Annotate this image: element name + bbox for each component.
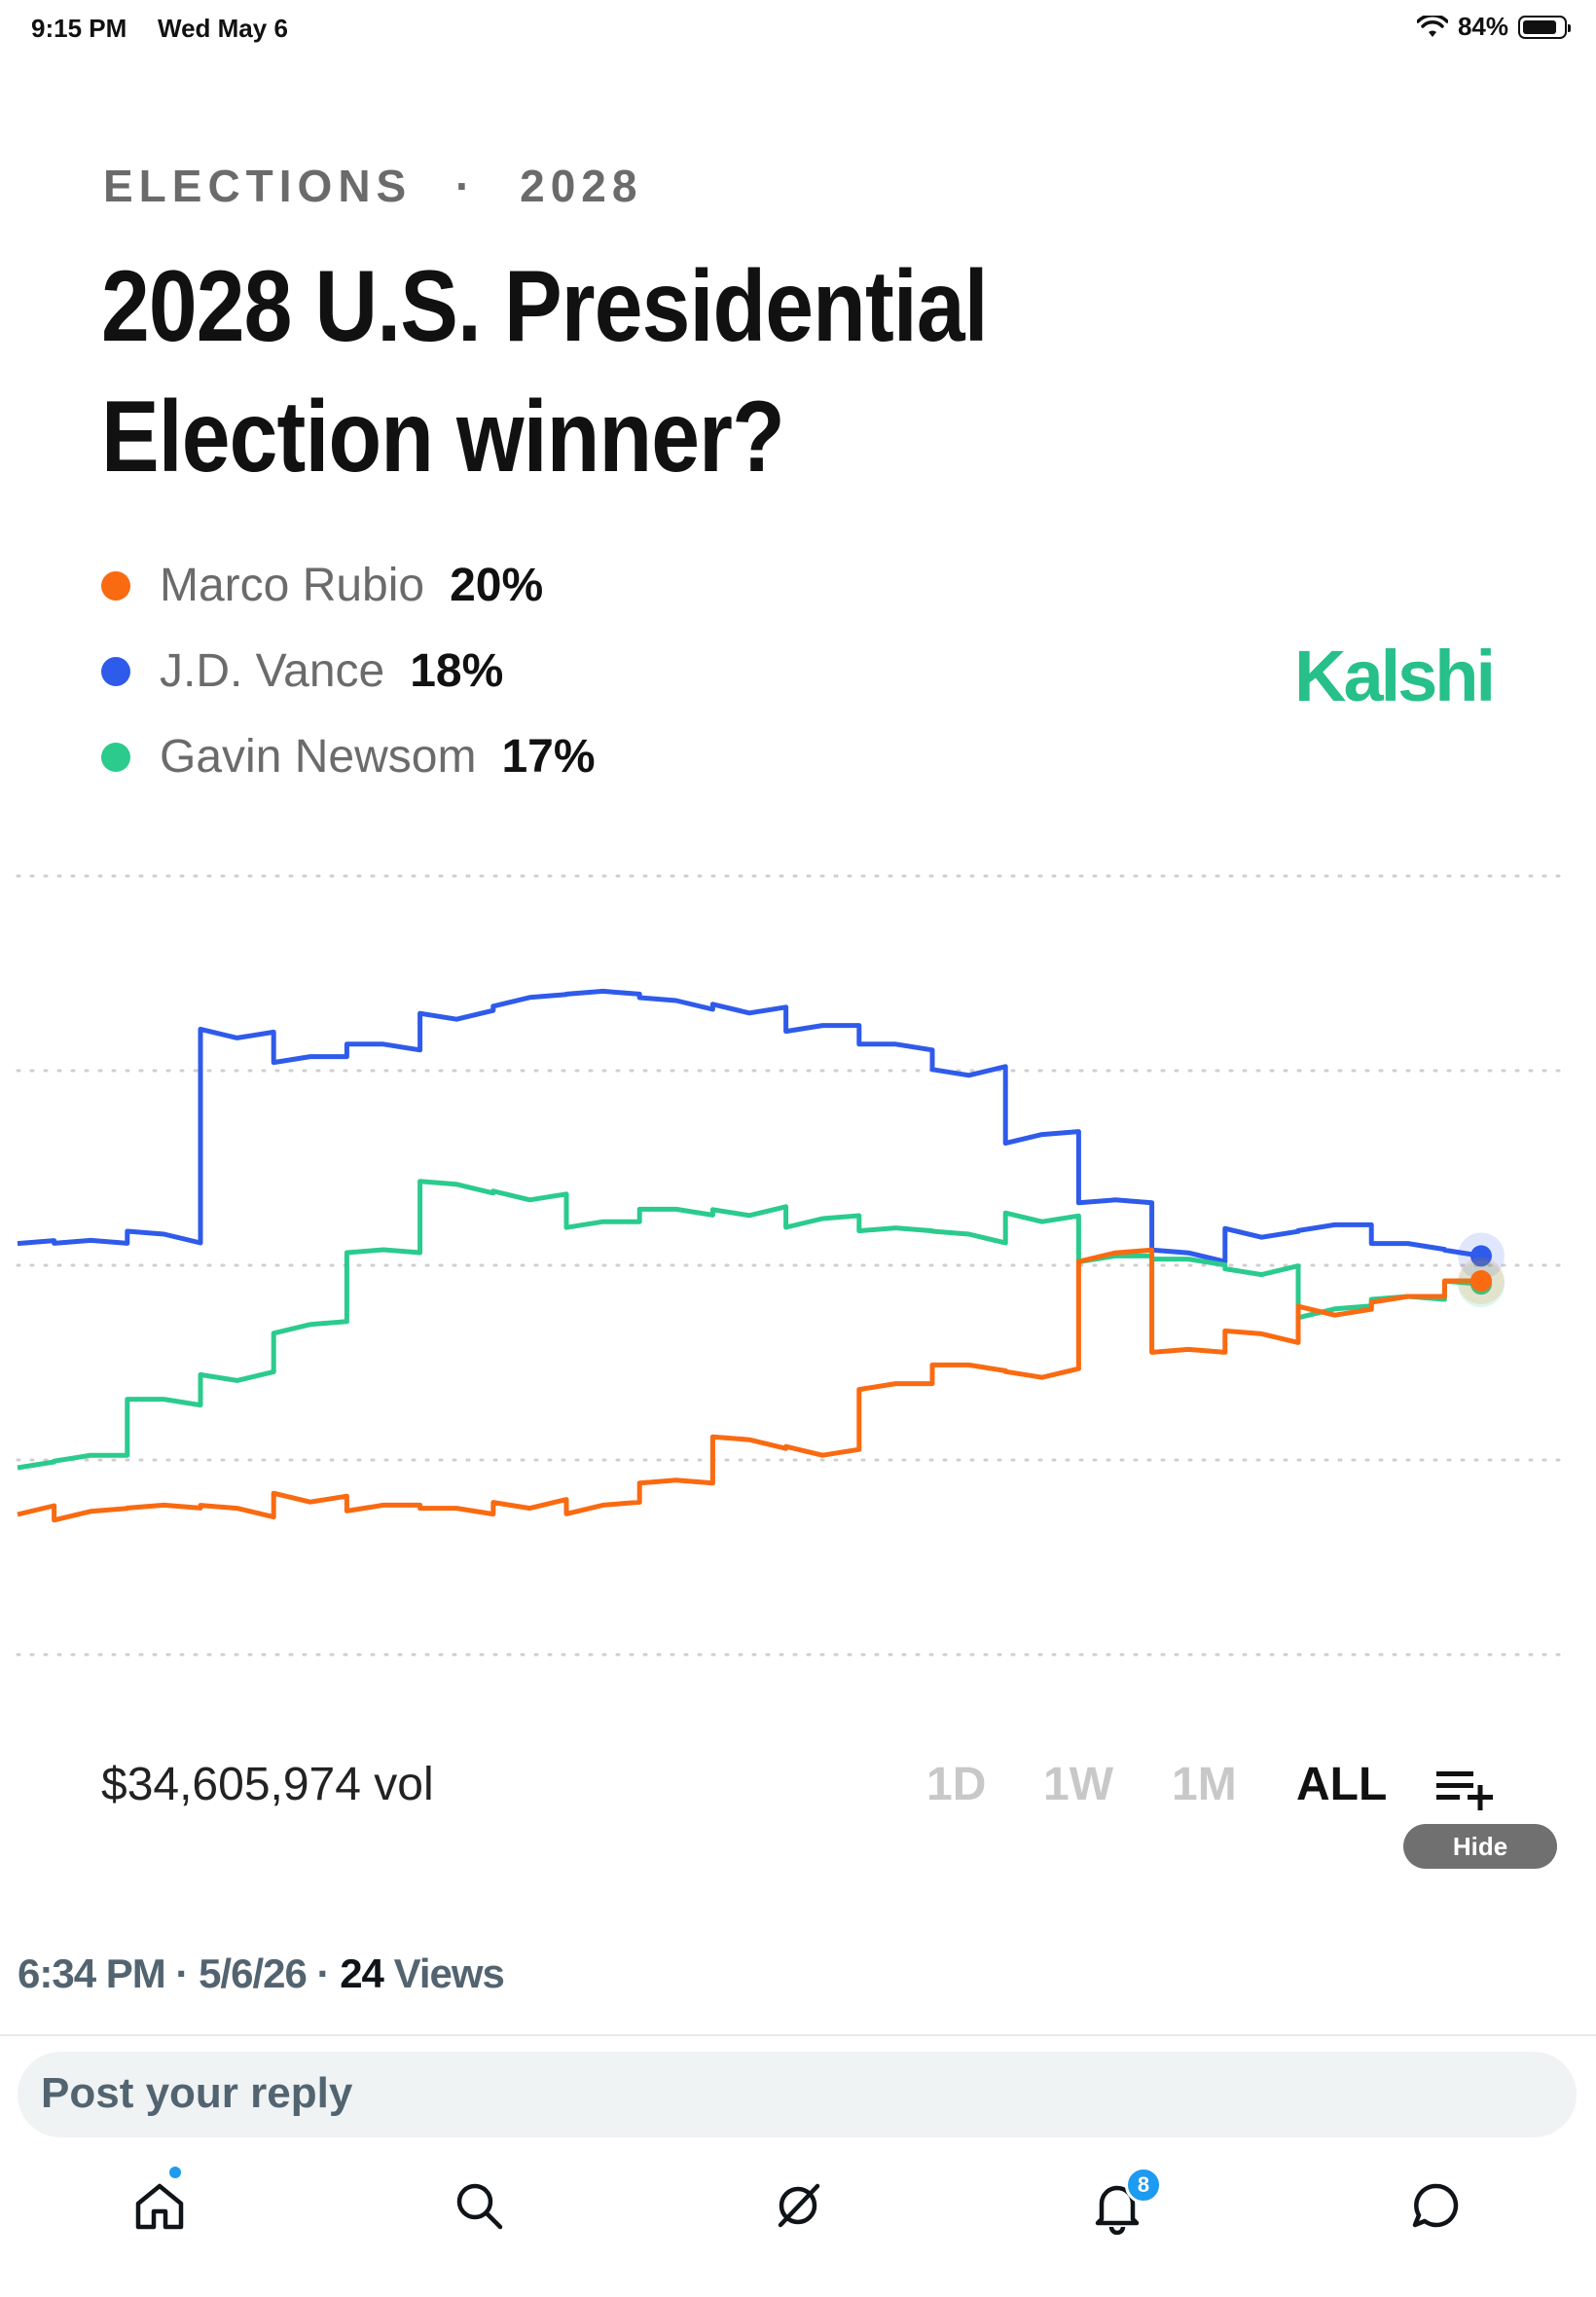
notifications-badge: 8 xyxy=(1125,2167,1162,2204)
reply-placeholder: Post your reply xyxy=(41,2069,353,2117)
legend-item-vance: J.D. Vance 18% xyxy=(101,644,503,698)
legend-dot xyxy=(101,742,130,772)
series-line-marco-rubio xyxy=(17,1247,1481,1523)
market-title: 2028 U.S. Presidential Election winner? xyxy=(101,250,989,493)
grok-icon[interactable] xyxy=(769,2176,827,2235)
legend-dot xyxy=(101,570,130,601)
category-name: ELECTIONS xyxy=(103,161,413,211)
legend-item-newsom: Gavin Newsom 17% xyxy=(101,730,596,784)
chart-end-markers xyxy=(1458,1232,1505,1308)
legend-name: J.D. Vance xyxy=(160,645,385,697)
end-marker-dot xyxy=(1470,1245,1492,1267)
category-year: 2028 xyxy=(520,161,643,211)
status-date: Wed May 6 xyxy=(158,14,288,43)
wifi-icon xyxy=(1416,15,1448,37)
search-icon[interactable] xyxy=(450,2176,508,2235)
add-to-list-icon[interactable] xyxy=(1434,1768,1495,1810)
legend-dot xyxy=(101,656,130,686)
legend-percent: 17% xyxy=(501,731,596,783)
category-separator: · xyxy=(455,161,477,211)
chart-series xyxy=(17,988,1482,1523)
legend-item-rubio: Marco Rubio 20% xyxy=(101,559,543,612)
series-line-gavin-newsom xyxy=(17,1179,1482,1471)
status-time: 9:15 PM xyxy=(31,14,127,43)
end-marker-dot xyxy=(1470,1270,1492,1292)
range-tab-all[interactable]: ALL xyxy=(1296,1759,1388,1810)
price-chart[interactable] xyxy=(0,847,1596,1674)
messages-icon[interactable] xyxy=(1407,2176,1466,2235)
post-time: 6:34 PM xyxy=(18,1951,166,1996)
status-right: 84% xyxy=(1416,12,1571,42)
legend-percent: 18% xyxy=(410,645,504,697)
kalshi-logo: Kalshi xyxy=(1294,636,1496,716)
legend-name: Marco Rubio xyxy=(160,560,425,611)
range-tab-1w[interactable]: 1W xyxy=(1043,1759,1113,1810)
series-line-j-d-vance xyxy=(17,988,1482,1264)
home-icon[interactable] xyxy=(130,2176,189,2235)
battery-percent: 84% xyxy=(1457,12,1508,41)
chart-grid xyxy=(16,874,1569,1657)
volume-label: $34,605,974 vol xyxy=(101,1759,434,1810)
legend-name: Gavin Newsom xyxy=(160,731,477,783)
notifications-bell-icon[interactable] xyxy=(1088,2176,1146,2235)
category-label: ELECTIONS · 2028 xyxy=(103,160,642,212)
hide-button[interactable]: Hide xyxy=(1403,1824,1557,1869)
post-date: 5/6/26 xyxy=(199,1951,308,1996)
battery-icon xyxy=(1518,15,1571,39)
range-tab-1m[interactable]: 1M xyxy=(1172,1759,1237,1810)
legend-percent: 20% xyxy=(450,560,544,611)
divider xyxy=(0,2034,1596,2036)
home-unread-dot xyxy=(169,2167,181,2178)
range-tab-1d[interactable]: 1D xyxy=(926,1759,987,1810)
reply-input[interactable] xyxy=(18,2052,1577,2137)
views-label: Views xyxy=(393,1951,505,1996)
meta-separator: · xyxy=(175,1951,189,1996)
meta-separator: · xyxy=(316,1951,331,1996)
post-meta: 6:34 PM · 5/6/26 · 24 Views xyxy=(18,1951,505,1997)
views-count: 24 xyxy=(340,1951,384,1996)
